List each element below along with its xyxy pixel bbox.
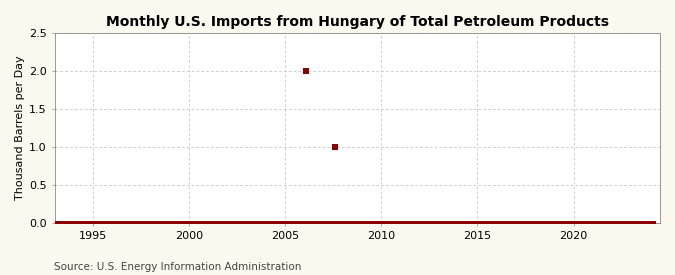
Text: Source: U.S. Energy Information Administration: Source: U.S. Energy Information Administ… (54, 262, 301, 272)
Y-axis label: Thousand Barrels per Day: Thousand Barrels per Day (15, 56, 25, 200)
Title: Monthly U.S. Imports from Hungary of Total Petroleum Products: Monthly U.S. Imports from Hungary of Tot… (106, 15, 609, 29)
